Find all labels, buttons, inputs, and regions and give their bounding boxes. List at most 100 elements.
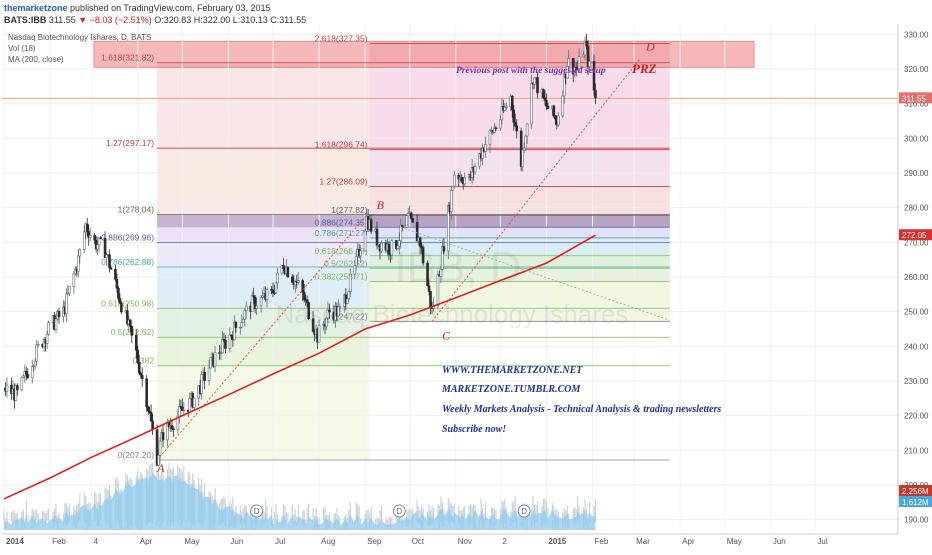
candle-body <box>353 265 357 275</box>
volume-bar <box>572 508 574 525</box>
candle-body <box>26 374 30 378</box>
candle-body <box>33 360 37 367</box>
candle-body <box>207 367 211 381</box>
candle-body <box>97 237 101 246</box>
x-tick-label: Oct <box>412 537 425 546</box>
symbol-label: BATS:IBB <box>4 15 47 25</box>
author-link[interactable]: themarketzone <box>4 3 68 13</box>
volume-bar <box>459 510 461 526</box>
candle-body <box>390 240 394 256</box>
quote-line: BATS:IBB 311.55 ▼ −8.03 (−2.51%) O:320.8… <box>4 15 306 25</box>
candle-body <box>533 77 536 85</box>
candle-body <box>145 378 148 408</box>
pattern-point-a: A <box>156 461 165 475</box>
y-tick-label: 290.00 <box>904 169 929 178</box>
volume-bar <box>355 501 357 521</box>
candle-body <box>463 177 466 185</box>
volume-bar <box>377 518 380 528</box>
candle-body <box>301 280 305 293</box>
legend-ma[interactable]: MA (200, close) <box>8 55 64 64</box>
volume-average-tag: 1.612M <box>902 498 929 507</box>
candle-body <box>118 298 122 304</box>
volume-bar <box>464 506 466 521</box>
candle-body <box>45 334 49 344</box>
x-tick-label: Feb <box>595 537 609 546</box>
fib2-level-label: 0.786(271.27) <box>315 228 368 238</box>
candle-body <box>224 339 227 349</box>
candle-body <box>405 215 409 228</box>
prz-label: PRZ <box>632 61 657 76</box>
candle-body <box>451 186 455 191</box>
candle-body <box>573 67 576 75</box>
candle-body <box>415 222 419 242</box>
fib2-zone <box>369 268 670 282</box>
candle-body <box>369 219 373 232</box>
volume-bar <box>484 502 487 521</box>
fib2-zone <box>369 255 670 269</box>
candle-body <box>77 255 80 272</box>
time-axis-bg <box>0 534 932 550</box>
x-tick-label: Jul <box>817 537 827 546</box>
candle-body <box>161 432 165 441</box>
volume-bar <box>389 517 391 527</box>
pattern-point-b: B <box>377 198 385 212</box>
ma-200-line <box>3 234 596 500</box>
legend-volume[interactable]: Vol (18) <box>8 44 36 53</box>
watermark-ticker: IBB, D <box>394 243 521 292</box>
volume-bar <box>272 517 274 528</box>
volume-bar <box>77 503 79 523</box>
candle-body <box>155 429 159 466</box>
volume-bar <box>452 505 454 523</box>
last-price-tag: 311.55 <box>902 94 926 103</box>
candle-body <box>276 272 279 284</box>
candle-body <box>252 295 255 298</box>
candle-body <box>582 54 585 57</box>
ohlc-values: O:320.83 H:322.00 L:310.13 C:311.55 <box>154 15 307 25</box>
volume-bar <box>282 504 284 524</box>
candle-body <box>117 287 120 299</box>
volume-bar <box>339 517 341 526</box>
volume-bar <box>99 492 102 521</box>
candle-body <box>530 82 533 125</box>
volume-bar <box>593 505 595 523</box>
candle-body <box>470 167 474 178</box>
candle-body <box>326 309 330 319</box>
volume-bar <box>407 510 409 526</box>
x-tick-label: Sep <box>367 537 382 546</box>
candle-body <box>85 223 89 232</box>
volume-bar <box>360 518 362 527</box>
candle-body <box>170 425 174 430</box>
fib2-zone <box>369 281 670 322</box>
candle-body <box>36 343 40 346</box>
candle-body <box>14 385 18 401</box>
x-tick-label: Mar <box>636 537 650 546</box>
volume-bar <box>426 511 429 526</box>
candle-body <box>338 306 342 308</box>
y-tick-label: 270.00 <box>904 238 929 247</box>
x-tick-label: Feb <box>52 537 66 546</box>
candle-body <box>442 246 446 252</box>
candle-body <box>103 237 107 258</box>
candle-body <box>307 302 310 319</box>
volume-bar <box>397 511 399 525</box>
candle-body <box>234 321 238 328</box>
annotation-line-2: MARKETZONE.TUMBLR.COM <box>441 384 581 395</box>
legend-instrument[interactable]: Nasdaq Biotechnology Ishares, D, BATS <box>8 33 152 42</box>
volume-bar <box>357 504 359 523</box>
candle-body <box>16 385 19 391</box>
y-tick-label: 220.00 <box>904 412 929 421</box>
fib2-level-label: 0.5(262.52) <box>324 258 368 268</box>
candle-body <box>542 89 545 99</box>
volume-bar <box>429 510 432 526</box>
candle-body <box>305 299 309 303</box>
candle-body <box>460 176 464 182</box>
volume-bar <box>574 506 576 525</box>
fib1-zone <box>157 267 370 309</box>
x-tick-label: Jul <box>275 537 285 546</box>
fib1-level-label: 0(207.20) <box>118 450 155 460</box>
candle-body <box>240 322 244 328</box>
fib2-level-label: 1.27(286.09) <box>319 177 367 187</box>
candle-body <box>567 58 571 67</box>
fib2-level-label: 0.886(274.35) <box>315 217 368 227</box>
